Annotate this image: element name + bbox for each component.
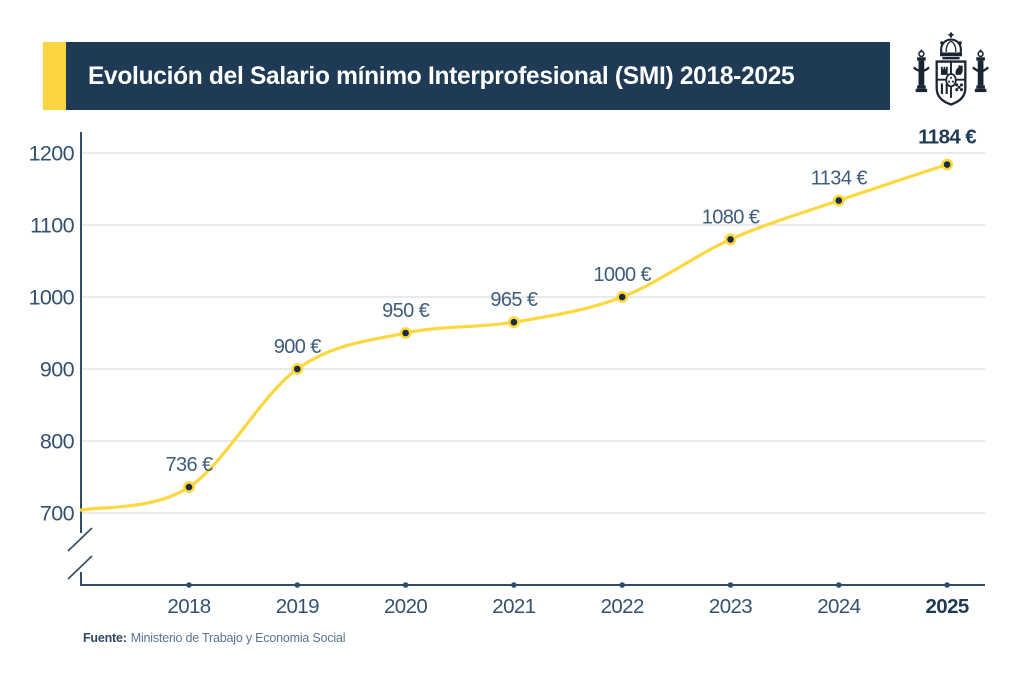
y-tick-label: 900 — [40, 358, 75, 382]
x-tick-dot — [186, 582, 192, 588]
point-label: 1000 € — [593, 264, 651, 286]
x-tick-label: 2018 — [167, 595, 210, 618]
x-tick-label: 2021 — [492, 595, 535, 618]
x-tick-dot — [944, 582, 950, 588]
data-point — [832, 194, 845, 207]
point-label: 1080 € — [702, 206, 760, 228]
x-tick-dot — [836, 582, 842, 588]
point-label: 1184 € — [918, 126, 977, 149]
point-label: 965 € — [490, 289, 538, 311]
y-tick-label: 800 — [40, 430, 75, 454]
spain-coat-of-arms-icon — [908, 31, 994, 115]
x-tick-dot — [727, 582, 734, 588]
x-tick-dot — [511, 582, 517, 588]
x-tick-dot — [619, 582, 625, 588]
point-label: 950 € — [382, 300, 430, 322]
point-label: 1134 € — [811, 168, 868, 190]
y-tick-label: 700 — [40, 502, 75, 526]
title-banner: Evolución del Salario mínimo Interprofes… — [43, 42, 890, 110]
x-tick-label: 2022 — [601, 595, 644, 618]
banner-accent-block — [43, 42, 66, 110]
x-tick-label: 2024 — [817, 595, 860, 618]
source-label: Fuente: — [83, 631, 127, 645]
x-tick-label: 2023 — [709, 595, 752, 618]
source-line: Fuente: Ministerio de Trabajo y Economia … — [83, 631, 345, 645]
source-text: Ministerio de Trabajo y Economia Social — [130, 631, 346, 645]
x-tick-label: 2025 — [925, 595, 968, 618]
y-tick-label: 1200 — [29, 142, 75, 166]
data-point — [616, 291, 629, 303]
data-point — [508, 316, 520, 329]
y-tick-label: 1000 — [29, 286, 75, 310]
x-tick-dot — [294, 582, 301, 588]
axis-break-slash — [67, 555, 93, 580]
point-label: 900 € — [274, 336, 322, 358]
x-tick-label: 2020 — [384, 595, 427, 618]
data-point — [399, 327, 412, 339]
data-point — [724, 233, 737, 246]
x-tick-dot — [402, 582, 409, 588]
banner-bar: Evolución del Salario mínimo Interprofes… — [66, 42, 890, 110]
data-point — [183, 481, 195, 493]
point-label: 736 € — [165, 454, 213, 476]
page-title: Evolución del Salario mínimo Interprofes… — [88, 61, 795, 90]
y-tick-label: 1100 — [30, 214, 74, 238]
axes — [80, 132, 985, 586]
data-point — [941, 158, 953, 171]
x-tick-label: 2019 — [276, 595, 319, 618]
axis-break-slash — [67, 527, 93, 552]
data-point — [291, 363, 304, 375]
coat-of-arms-svg — [912, 32, 990, 106]
